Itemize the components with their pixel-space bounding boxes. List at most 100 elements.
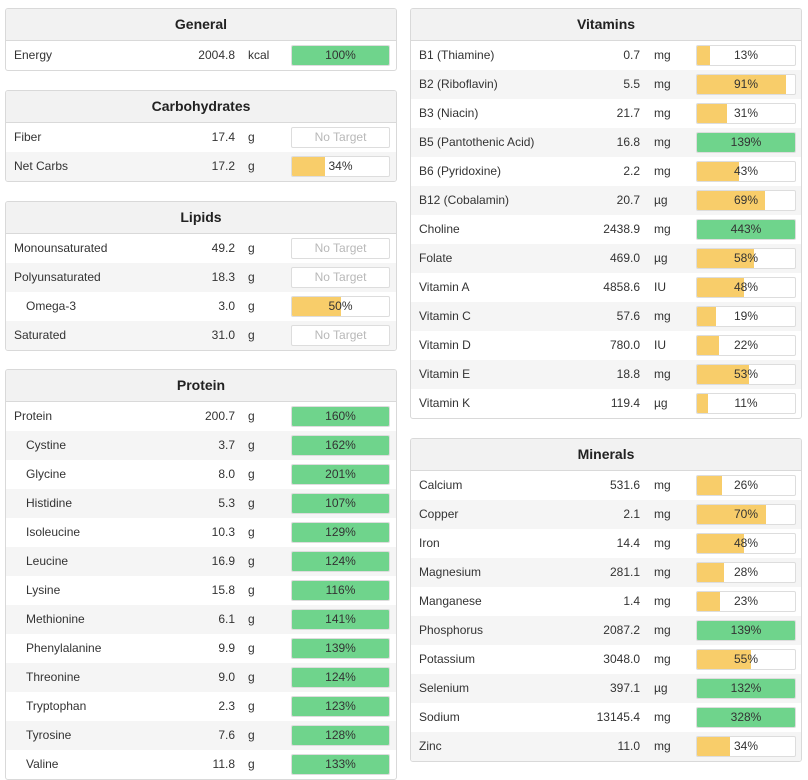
nutrient-row-histidine[interactable]: Histidine 5.3 g 107% (6, 489, 396, 518)
nutrient-row-monounsaturated[interactable]: Monounsaturated 49.2 g No Target (6, 234, 396, 263)
progress-label: 34% (328, 159, 353, 173)
nutrient-unit: g (248, 641, 255, 655)
progress-fill (697, 249, 754, 268)
nutrient-unit: g (248, 583, 255, 597)
nutrient-unit: g (248, 757, 255, 771)
nutrient-amount: 16.8 (616, 135, 640, 149)
nutrient-unit: g (248, 270, 255, 284)
nutrient-row-vitamin-c[interactable]: Vitamin C 57.6 mg 19% (411, 302, 801, 331)
nutrient-row-choline[interactable]: Choline 2438.9 mg 443% (411, 215, 801, 244)
target-progress-bar: No Target (291, 325, 390, 346)
nutrient-unit: mg (654, 135, 671, 149)
progress-label: 58% (733, 251, 759, 265)
target-progress-bar: 124% (291, 551, 390, 572)
nutrient-row-b12-cobalamin[interactable]: B12 (Cobalamin) 20.7 µg 69% (411, 186, 801, 215)
nutrient-row-methionine[interactable]: Methionine 6.1 g 141% (6, 605, 396, 634)
nutrient-row-folate[interactable]: Folate 469.0 µg 58% (411, 244, 801, 273)
nutrient-row-tyrosine[interactable]: Tyrosine 7.6 g 128% (6, 721, 396, 750)
progress-fill (292, 465, 389, 484)
carbohydrates-panel: Carbohydrates Fiber 17.4 g No Target Net Car… (5, 90, 397, 182)
nutrient-name: Vitamin A (419, 280, 470, 294)
progress-label: 116% (325, 583, 356, 597)
nutrient-unit: g (248, 241, 255, 255)
nutrient-name: Energy (14, 48, 53, 62)
progress-label: 141% (325, 612, 356, 626)
nutrient-row-zinc[interactable]: Zinc 11.0 mg 34% (411, 732, 801, 761)
progress-fill (292, 494, 389, 513)
nutrient-unit: g (248, 467, 255, 481)
panel-title: General (6, 9, 396, 41)
nutrient-row-vitamin-d[interactable]: Vitamin D 780.0 IU 22% (411, 331, 801, 360)
progress-label: 160% (325, 409, 356, 423)
nutrient-row-vitamin-a[interactable]: Vitamin A 4858.6 IU 48% (411, 273, 801, 302)
nutrient-unit: mg (654, 594, 671, 608)
nutrient-row-polyunsaturated[interactable]: Polyunsaturated 18.3 g No Target (6, 263, 396, 292)
nutrient-amount: 18.8 (616, 367, 640, 381)
nutrient-unit: g (248, 496, 255, 510)
nutrient-row-fiber[interactable]: Fiber 17.4 g No Target (6, 123, 396, 152)
nutrient-unit: mg (654, 507, 671, 521)
panel-title: Carbohydrates (6, 91, 396, 123)
nutrient-row-magnesium[interactable]: Magnesium 281.1 mg 28% (411, 558, 801, 587)
nutrient-row-net-carbs[interactable]: Net Carbs 17.2 g 34% (6, 152, 396, 181)
progress-fill (292, 157, 325, 176)
nutrient-row-threonine[interactable]: Threonine 9.0 g 124% (6, 663, 396, 692)
nutrient-row-selenium[interactable]: Selenium 397.1 µg 132% (411, 674, 801, 703)
nutrient-row-valine[interactable]: Valine 11.8 g 133% (6, 750, 396, 779)
nutrient-unit: g (248, 728, 255, 742)
nutrient-row-b6-pyridoxine[interactable]: B6 (Pyridoxine) 2.2 mg 43% (411, 157, 801, 186)
nutrient-row-cystine[interactable]: Cystine 3.7 g 162% (6, 431, 396, 460)
nutrient-row-leucine[interactable]: Leucine 16.9 g 124% (6, 547, 396, 576)
protein-panel: Protein Protein 200.7 g 160% Cystine 3.7 g 162%… (5, 369, 397, 780)
progress-label: 48% (733, 536, 759, 550)
nutrient-row-phenylalanine[interactable]: Phenylalanine 9.9 g 139% (6, 634, 396, 663)
nutrient-unit: µg (654, 681, 668, 695)
nutrient-amount: 9.9 (218, 641, 235, 655)
progress-label: 19% (733, 309, 759, 323)
nutrient-name: B1 (Thiamine) (419, 48, 495, 62)
nutrient-amount: 119.4 (610, 396, 640, 410)
nutrient-row-calcium[interactable]: Calcium 531.6 mg 26% (411, 471, 801, 500)
nutrient-amount: 2.1 (623, 507, 640, 521)
nutrient-amount: 2438.9 (603, 222, 640, 236)
nutrient-row-tryptophan[interactable]: Tryptophan 2.3 g 123% (6, 692, 396, 721)
nutrient-row-phosphorus[interactable]: Phosphorus 2087.2 mg 139% (411, 616, 801, 645)
nutrient-row-b5-pantothenic-acid[interactable]: B5 (Pantothenic Acid) 16.8 mg 139% (411, 128, 801, 157)
progress-fill (697, 75, 787, 94)
panel-rows: Energy 2004.8 kcal 100% (6, 41, 396, 70)
progress-fill (697, 650, 751, 669)
nutrient-row-isoleucine[interactable]: Isoleucine 10.3 g 129% (6, 518, 396, 547)
nutrient-name: Glycine (26, 467, 67, 481)
nutrient-row-manganese[interactable]: Manganese 1.4 mg 23% (411, 587, 801, 616)
nutrient-row-protein[interactable]: Protein 200.7 g 160% (6, 402, 396, 431)
target-progress-bar: 50% (291, 296, 390, 317)
nutrient-row-b2-riboflavin[interactable]: B2 (Riboflavin) 5.5 mg 91% (411, 70, 801, 99)
progress-label: 443% (730, 222, 762, 236)
progress-label: No Target (314, 241, 367, 255)
target-progress-bar: 31% (696, 103, 796, 124)
nutrient-unit: g (248, 159, 255, 173)
nutrient-name: Tyrosine (26, 728, 72, 742)
nutrient-amount: 2087.2 (603, 623, 640, 637)
progress-label: 129% (325, 525, 356, 539)
nutrient-unit: mg (654, 536, 671, 550)
target-progress-bar: 201% (291, 464, 390, 485)
nutrient-row-saturated[interactable]: Saturated 31.0 g No Target (6, 321, 396, 350)
nutrient-row-copper[interactable]: Copper 2.1 mg 70% (411, 500, 801, 529)
nutrient-row-b1-thiamine[interactable]: B1 (Thiamine) 0.7 mg 13% (411, 41, 801, 70)
nutrient-row-b3-niacin[interactable]: B3 (Niacin) 21.7 mg 31% (411, 99, 801, 128)
progress-fill (292, 407, 389, 426)
nutrient-row-glycine[interactable]: Glycine 8.0 g 201% (6, 460, 396, 489)
nutrient-row-omega-3[interactable]: Omega-3 3.0 g 50% (6, 292, 396, 321)
nutrient-row-energy[interactable]: Energy 2004.8 kcal 100% (6, 41, 396, 70)
nutrient-name: Calcium (419, 478, 463, 492)
nutrient-row-sodium[interactable]: Sodium 13145.4 mg 328% (411, 703, 801, 732)
target-progress-bar: No Target (291, 267, 390, 288)
nutrient-row-vitamin-k[interactable]: Vitamin K 119.4 µg 11% (411, 389, 801, 418)
nutrient-row-vitamin-e[interactable]: Vitamin E 18.8 mg 53% (411, 360, 801, 389)
nutrient-row-lysine[interactable]: Lysine 15.8 g 116% (6, 576, 396, 605)
target-progress-bar: 69% (696, 190, 796, 211)
nutrient-row-iron[interactable]: Iron 14.4 mg 48% (411, 529, 801, 558)
progress-fill (697, 505, 766, 524)
nutrient-row-potassium[interactable]: Potassium 3048.0 mg 55% (411, 645, 801, 674)
